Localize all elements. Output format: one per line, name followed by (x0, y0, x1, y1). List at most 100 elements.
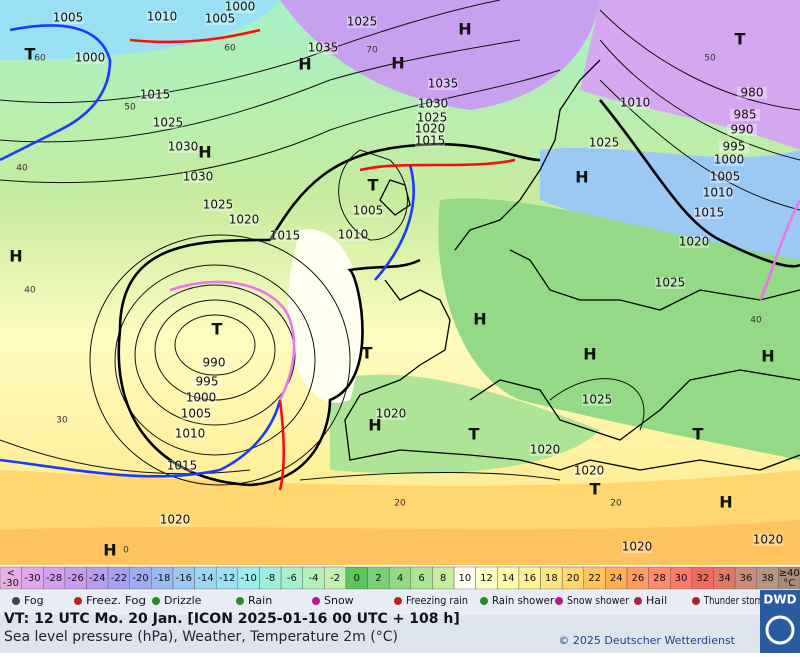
scale-label: 20 (567, 573, 580, 584)
pressure-center: T (590, 480, 601, 499)
pressure-label: 1020 (574, 464, 605, 478)
scale-label: -2 (330, 573, 340, 584)
scale-label: 18 (545, 573, 558, 584)
temperature-label: 70 (366, 46, 378, 56)
temperature-label: 60 (224, 44, 236, 54)
pressure-label: 1025 (347, 15, 378, 29)
scale-label: -16 (176, 573, 192, 584)
scale-cap: -30 (3, 578, 19, 589)
pressure-label: 1015 (694, 206, 725, 220)
label-backing (622, 541, 652, 553)
scale-label: -26 (68, 573, 84, 584)
pressure-label: 1030 (418, 97, 449, 111)
scale-label: 8 (440, 573, 446, 584)
legend-symbol (692, 597, 700, 605)
label-backing (589, 137, 619, 149)
label-backing (186, 392, 216, 404)
scale-cap: °C (783, 578, 795, 589)
label-backing (270, 230, 300, 242)
pressure-label: 1005 (205, 12, 236, 26)
label-backing (168, 141, 198, 153)
scale-label: -14 (197, 573, 213, 584)
scale-label: -28 (46, 573, 62, 584)
pressure-label: 1000 (186, 391, 217, 405)
legend-label: Snow shower (567, 594, 629, 607)
label-backing (308, 42, 338, 54)
pressure-label: 1020 (679, 235, 710, 249)
legend-symbol (152, 597, 160, 605)
scale-label: -30 (24, 573, 40, 584)
scale-label: 26 (631, 573, 644, 584)
scale-label: -6 (287, 573, 297, 584)
legend-label: Thunder storm (703, 594, 766, 607)
label-backing (225, 1, 255, 13)
pressure-label: 1025 (417, 111, 448, 125)
scale-label: 16 (523, 573, 536, 584)
pressure-label: 1020 (530, 443, 561, 457)
pressure-center: T (212, 320, 223, 339)
pressure-label: 995 (723, 140, 746, 154)
pressure-center: H (583, 345, 596, 364)
label-backing (574, 465, 604, 477)
map-background (0, 0, 800, 565)
temperature-label: 60 (34, 54, 46, 64)
pressure-center: H (298, 55, 311, 74)
valid-time: VT: 12 UTC Mo. 20 Jan. [ICON 2025-01-16 … (4, 611, 460, 627)
label-backing (737, 87, 767, 99)
pressure-label: 1010 (147, 10, 178, 24)
pressure-label: 990 (203, 356, 226, 370)
pressure-center: H (575, 168, 588, 187)
fronts (0, 24, 800, 491)
pressure-label: 1025 (582, 393, 613, 407)
pressure-center: H (103, 541, 116, 560)
label-backing (140, 89, 170, 101)
legend-symbol (480, 597, 488, 605)
legend-label: Freez. Fog (86, 594, 146, 607)
scale-label: 34 (718, 573, 731, 584)
legend-symbol (394, 597, 402, 605)
label-backing (620, 97, 650, 109)
pressure-label: 1020 (622, 540, 653, 554)
pressure-center: H (198, 143, 211, 162)
pressure-label: 1010 (338, 228, 369, 242)
temperature-label: 40 (24, 286, 36, 296)
label-backing (719, 141, 749, 153)
label-backing (175, 428, 205, 440)
label-backing (710, 171, 740, 183)
pressure-center: T (368, 176, 379, 195)
label-backing (418, 98, 448, 110)
label-backing (181, 408, 211, 420)
scale-cap: ≥40 (779, 568, 800, 579)
legend-symbol (236, 597, 244, 605)
pressure-label: 1005 (353, 204, 384, 218)
pressure-label: 1015 (140, 88, 171, 102)
label-backing (376, 408, 406, 420)
logo: DWD (763, 593, 796, 607)
pressure-label: 990 (731, 123, 754, 137)
pressure-center: T (693, 425, 704, 444)
legend-symbol (12, 597, 20, 605)
pressure-label: 1015 (270, 229, 301, 243)
scale-label: 0 (354, 573, 360, 584)
label-backing (338, 229, 368, 241)
scale-label: -10 (240, 573, 256, 584)
scale-label: 22 (588, 573, 601, 584)
scale-label: -22 (111, 573, 127, 584)
label-backing (679, 236, 709, 248)
scale-label: 2 (375, 573, 381, 584)
pressure-label: 1020 (415, 122, 446, 136)
pressure-label: 1005 (181, 407, 212, 421)
pressure-center: T (469, 425, 480, 444)
pressure-label: 1025 (203, 198, 234, 212)
scale-label: 12 (480, 573, 493, 584)
legend-symbol (555, 597, 563, 605)
pressure-label: 1010 (620, 96, 651, 110)
label-backing (714, 154, 744, 166)
scale-label: -12 (219, 573, 235, 584)
legend-label: Rain (248, 594, 272, 607)
label-backing (183, 171, 213, 183)
legend-label: Fog (24, 594, 44, 607)
pressure-center: T (25, 45, 36, 64)
label-backing (730, 109, 760, 121)
